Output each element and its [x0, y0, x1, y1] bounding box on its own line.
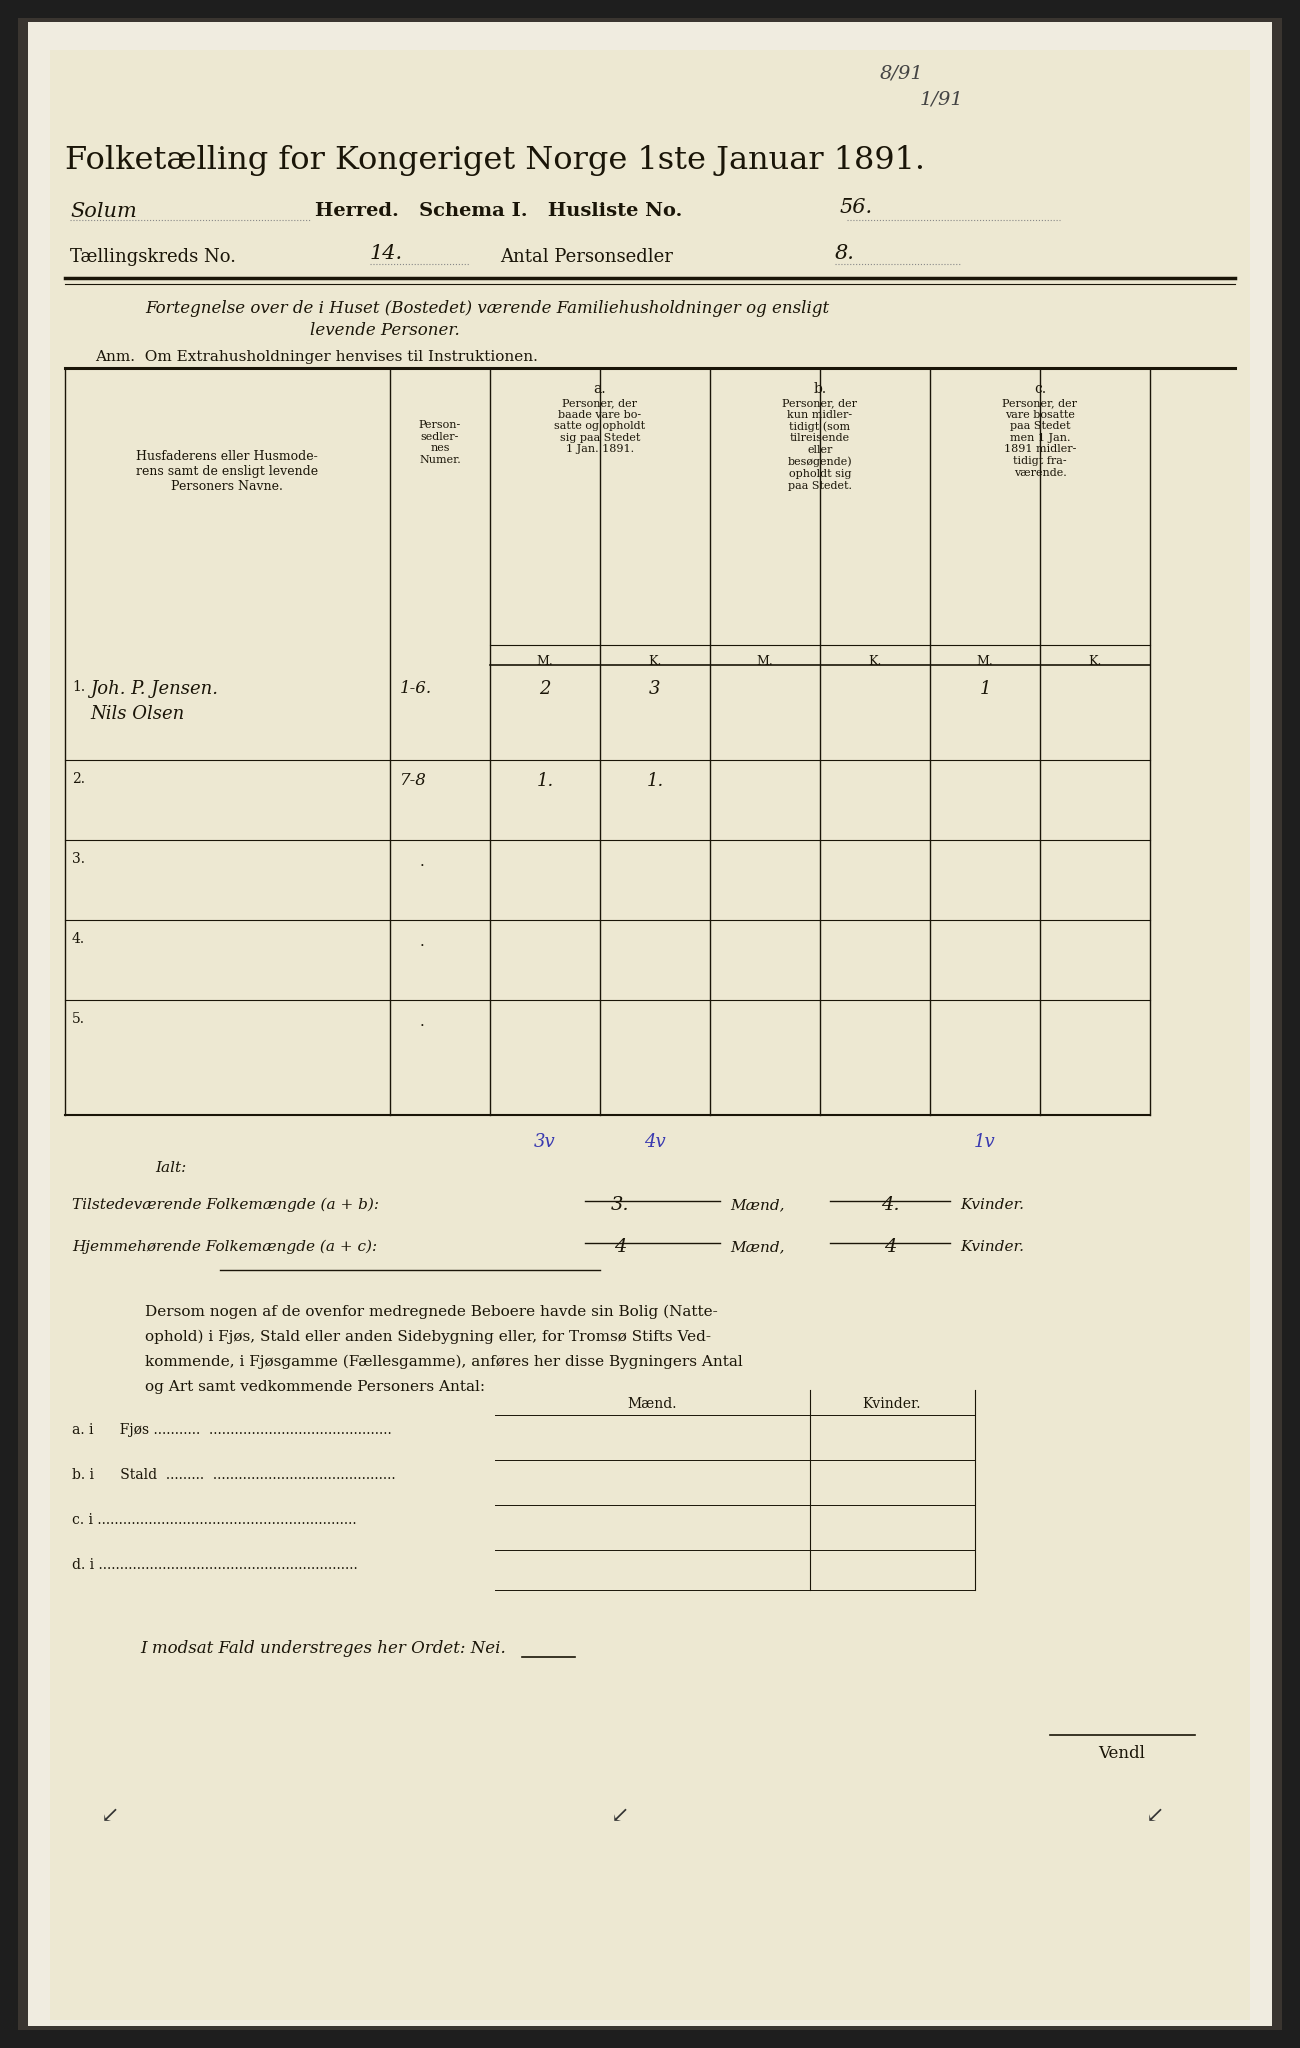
Text: levende Personer.: levende Personer.	[309, 322, 460, 340]
Text: 1.: 1.	[646, 772, 663, 791]
Text: 56.: 56.	[840, 199, 874, 217]
Text: 8/91: 8/91	[880, 66, 924, 84]
Text: Kvinder.: Kvinder.	[959, 1198, 1024, 1212]
Text: 8.: 8.	[835, 244, 855, 262]
Text: b. i      Stald  .........  ...........................................: b. i Stald ......... ...................…	[72, 1468, 395, 1483]
Text: Nils Olsen: Nils Olsen	[90, 705, 185, 723]
Text: 1.: 1.	[72, 680, 84, 694]
Text: 5.: 5.	[72, 1012, 84, 1026]
Text: a.: a.	[594, 383, 606, 395]
Text: Mænd,: Mænd,	[731, 1239, 784, 1253]
Text: Tællingskreds No.: Tællingskreds No.	[70, 248, 237, 266]
Text: Personer, der
vare bosatte
paa Stedet
men 1 Jan.
1891 midler-
tidigt fra-
værend: Personer, der vare bosatte paa Stedet me…	[1002, 397, 1078, 477]
Text: M.: M.	[757, 655, 773, 668]
Text: 3.: 3.	[611, 1196, 629, 1214]
Text: Personer, der
kun midler-
tidigt (som
tilreisende
eller
besøgende)
opholdt sig
p: Personer, der kun midler- tidigt (som ti…	[783, 397, 858, 492]
Text: ↙: ↙	[100, 1804, 120, 1827]
Text: 1.: 1.	[537, 772, 554, 791]
Text: Kvinder.: Kvinder.	[959, 1239, 1024, 1253]
Text: 7-8: 7-8	[400, 772, 426, 788]
Text: kommende, i Fjøsgamme (Fællesgamme), anføres her disse Bygningers Antal: kommende, i Fjøsgamme (Fællesgamme), anf…	[146, 1356, 742, 1370]
Text: Tilstedeværende Folkemængde (a + b):: Tilstedeværende Folkemængde (a + b):	[72, 1198, 380, 1212]
Text: 3: 3	[649, 680, 660, 698]
Text: .: .	[420, 854, 425, 868]
Text: 1/91: 1/91	[920, 90, 963, 109]
Text: Husfaderens eller Husmode-
rens samt de ensligt levende
Personers Navne.: Husfaderens eller Husmode- rens samt de …	[136, 451, 318, 494]
Text: Mænd.: Mænd.	[627, 1397, 677, 1411]
Text: og Art samt vedkommende Personers Antal:: og Art samt vedkommende Personers Antal:	[146, 1380, 485, 1395]
Text: 4.: 4.	[72, 932, 84, 946]
Text: .: .	[420, 1016, 425, 1028]
Text: 1v: 1v	[974, 1133, 996, 1151]
Text: 4: 4	[884, 1237, 896, 1255]
Text: Fortegnelse over de i Huset (Bostedet) værende Familiehusholdninger og ensligt: Fortegnelse over de i Huset (Bostedet) v…	[146, 299, 829, 317]
Text: 2: 2	[540, 680, 551, 698]
Text: K.: K.	[649, 655, 662, 668]
Text: K.: K.	[1088, 655, 1101, 668]
Text: Personer, der
baade vare bo-
satte og opholdt
sig paa Stedet
1 Jan. 1891.: Personer, der baade vare bo- satte og op…	[554, 397, 646, 455]
Text: Antal Personsedler: Antal Personsedler	[500, 248, 673, 266]
Text: d. i .............................................................: d. i ...................................…	[72, 1559, 358, 1573]
Text: Dersom nogen af de ovenfor medregnede Beboere havde sin Bolig (Natte-: Dersom nogen af de ovenfor medregnede Be…	[146, 1305, 718, 1319]
Text: Ialt:: Ialt:	[155, 1161, 186, 1176]
Text: Herred.   Schema I.   Husliste No.: Herred. Schema I. Husliste No.	[315, 203, 682, 219]
Text: a. i      Fjøs ...........  ...........................................: a. i Fjøs ........... ..................…	[72, 1423, 391, 1438]
Text: 4: 4	[614, 1237, 627, 1255]
Text: Solum: Solum	[70, 203, 136, 221]
Text: c. i .............................................................: c. i ...................................…	[72, 1513, 356, 1528]
Text: ophold) i Fjøs, Stald eller anden Sidebygning eller, for Tromsø Stifts Ved-: ophold) i Fjøs, Stald eller anden Sideby…	[146, 1329, 711, 1343]
Text: ↙: ↙	[611, 1804, 629, 1827]
Text: K.: K.	[868, 655, 881, 668]
Text: 3.: 3.	[72, 852, 84, 866]
Text: Kvinder.: Kvinder.	[863, 1397, 922, 1411]
Text: .: .	[420, 936, 425, 948]
Text: 3v: 3v	[534, 1133, 556, 1151]
Text: Folketælling for Kongeriget Norge 1ste Januar 1891.: Folketælling for Kongeriget Norge 1ste J…	[65, 145, 926, 176]
Text: b.: b.	[814, 383, 827, 395]
Text: Anm.  Om Extrahusholdninger henvises til Instruktionen.: Anm. Om Extrahusholdninger henvises til …	[95, 350, 538, 365]
Text: 1-6.: 1-6.	[400, 680, 432, 696]
Text: Hjemmehørende Folkemængde (a + c):: Hjemmehørende Folkemængde (a + c):	[72, 1239, 377, 1253]
Text: 1: 1	[979, 680, 991, 698]
Text: 4.: 4.	[880, 1196, 900, 1214]
Text: Mænd,: Mænd,	[731, 1198, 784, 1212]
Text: 2.: 2.	[72, 772, 84, 786]
Text: M.: M.	[537, 655, 554, 668]
Text: Person-
sedler-
nes
Numer.: Person- sedler- nes Numer.	[419, 420, 462, 465]
Text: I modsat Fald understreges her Ordet: Nei.: I modsat Fald understreges her Ordet: Ne…	[140, 1640, 506, 1657]
Text: 14.: 14.	[370, 244, 403, 262]
Text: Vendl: Vendl	[1098, 1745, 1145, 1761]
Text: ↙: ↙	[1145, 1804, 1165, 1827]
Text: 4v: 4v	[645, 1133, 666, 1151]
Text: M.: M.	[976, 655, 993, 668]
Text: c.: c.	[1034, 383, 1046, 395]
Text: Joh. P. Jensen.: Joh. P. Jensen.	[90, 680, 218, 698]
